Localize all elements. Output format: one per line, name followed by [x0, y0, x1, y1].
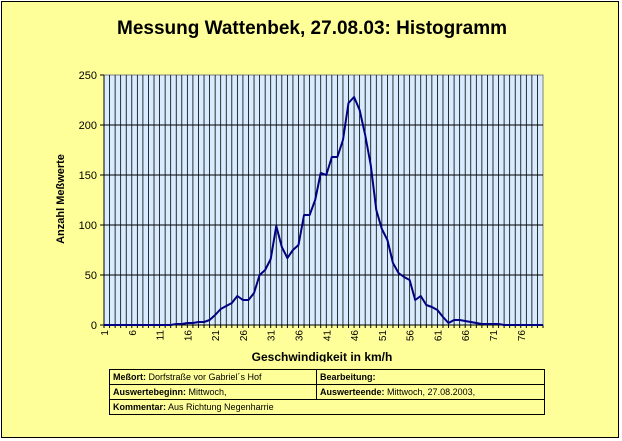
grid-lines [104, 75, 543, 325]
ende-cell: Auswerteende: Mittwoch, 27.08.2003, [316, 384, 545, 400]
beginn-label: Auswertebeginn: [113, 387, 187, 397]
ende-label: Auswerteende: [320, 387, 385, 397]
bearbeitung-label: Bearbeitung: [320, 372, 376, 382]
x-tick-label: 41 [322, 330, 333, 342]
x-tick-label: 31 [267, 330, 278, 342]
x-tick-label: 76 [517, 330, 528, 342]
x-tick-label: 36 [294, 330, 305, 342]
y-axis-label: Anzahl Meßwerte [55, 154, 67, 244]
y-tick-label: 0 [91, 320, 97, 332]
y-tick-label: 250 [79, 70, 97, 82]
beginn-value: Mittwoch, [188, 387, 227, 397]
x-tick-label: 16 [183, 330, 194, 342]
x-tick-label: 11 [156, 330, 167, 341]
x-tick-label: 6 [128, 330, 139, 336]
x-tick-label: 26 [239, 330, 250, 342]
kommentar-label: Kommentar: [113, 402, 167, 412]
chart-title: Messung Wattenbek, 27.08.03: Histogramm [117, 18, 507, 39]
y-tick-label: 100 [79, 220, 97, 232]
series-line [104, 96, 543, 326]
y-tick-labels: 0 50 100 150 200 250 [79, 70, 97, 332]
y-tick-label: 150 [79, 170, 97, 182]
x-axis-label: Geschwindigkeit in km/h [252, 350, 393, 362]
x-tick-label: 56 [406, 330, 417, 342]
x-tick-label: 51 [378, 330, 389, 342]
x-tick-label: 71 [489, 330, 500, 342]
kommentar-cell: Kommentar: Aus Richtung Negenharrie [109, 399, 545, 415]
plot-area [103, 74, 544, 326]
messort-cell: Meßort: Dorfstraße vor Gabriel´s Hof [109, 369, 317, 385]
x-tick-label: 66 [461, 330, 472, 342]
x-tick-labels: 1 6 11 16 21 26 31 36 41 46 51 56 61 66 71 76 [100, 330, 528, 342]
ende-value: Mittwoch, 27.08.2003, [387, 387, 476, 397]
bearbeitung-cell: Bearbeitung: [316, 369, 545, 385]
y-tick-label: 50 [85, 270, 97, 282]
x-tick-label: 46 [350, 330, 361, 342]
messort-value: Dorfstraße vor Gabriel´s Hof [148, 372, 262, 382]
info-table: Meßort: Dorfstraße vor Gabriel´s Hof Bea… [109, 369, 545, 415]
x-tick-label: 21 [211, 330, 222, 342]
kommentar-value: Aus Richtung Negenharrie [168, 402, 274, 412]
x-tick-label: 1 [100, 330, 111, 336]
messort-label: Meßort: [113, 372, 146, 382]
beginn-cell: Auswertebeginn: Mittwoch, [109, 384, 317, 400]
y-tick-label: 200 [79, 120, 97, 132]
x-tick-label: 61 [433, 330, 444, 342]
